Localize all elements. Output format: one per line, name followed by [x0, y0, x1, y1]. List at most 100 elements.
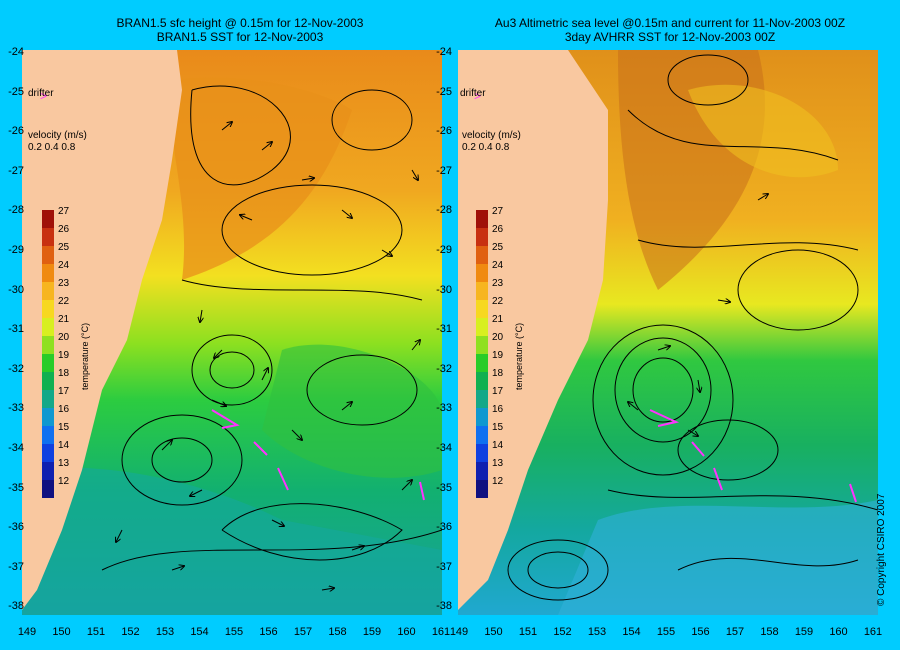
- left-map-svg: >: [22, 50, 442, 615]
- y-axis-tick-label: -33: [8, 402, 24, 415]
- x-axis-tick-label: 158: [328, 626, 347, 638]
- y-axis-tick-label: -35: [8, 481, 24, 494]
- y-axis-tick-label: -26: [436, 125, 452, 138]
- y-axis-tick-label: -38: [436, 600, 452, 613]
- colorbar-swatch: [476, 408, 488, 426]
- right-map-svg: >: [458, 50, 878, 615]
- colorbar-swatch: [476, 372, 488, 390]
- y-axis-tick-label: -25: [8, 85, 24, 98]
- colorbar-tick-label: 16: [58, 404, 70, 415]
- x-axis-tick-label: 153: [587, 626, 607, 638]
- y-axis-tick-label: -31: [8, 323, 24, 336]
- right-title-line2: 3day AVHRR SST for 12-Nov-2003 00Z: [564, 30, 776, 44]
- right-drifter-label: drifter: [460, 88, 486, 99]
- colorbar-tick-label: 13: [58, 458, 70, 469]
- x-axis-tick-label: 157: [725, 626, 745, 638]
- y-axis-tick-label: -27: [8, 164, 24, 177]
- colorbar-swatch: [42, 228, 54, 246]
- colorbar-tick-label: 15: [492, 422, 504, 433]
- x-axis-tick-label: 149: [17, 626, 37, 638]
- colorbar-tick-label: 18: [492, 368, 504, 379]
- colorbar-tick-label: 14: [492, 440, 504, 451]
- contour-lines: [101, 85, 442, 571]
- colorbar-tick-label: 17: [58, 386, 70, 397]
- x-axis-tick-label: 150: [484, 626, 503, 638]
- colorbar-tick-label: 24: [492, 260, 504, 271]
- y-axis-tick-label: -29: [8, 244, 24, 256]
- left-map-panel: > drifter velocity (m/s) 0.2 0.4 0.8 27 2…: [22, 50, 442, 615]
- right-panel-title: Au3 Altimetric sea level @0.15m and curr…: [460, 16, 880, 44]
- right-title-line1: Au3 Altimetric sea level @0.15m and curr…: [494, 16, 846, 30]
- x-axis-tick-label: 152: [553, 626, 572, 638]
- x-axis-tick-label: 156: [691, 626, 710, 638]
- x-axis-tick-label: 154: [622, 626, 641, 638]
- colorbar-tick-label: 12: [492, 476, 504, 487]
- drifter-marker: >: [40, 89, 47, 103]
- colorbar-tick-label: 14: [58, 440, 70, 451]
- colorbar-tick-label: 15: [58, 422, 70, 433]
- y-axis-tick-label: -29: [436, 244, 452, 256]
- colorbar-swatch: [476, 210, 488, 228]
- y-axis-tick-label: -30: [436, 283, 452, 296]
- x-axis-tick-label: 161: [863, 626, 883, 638]
- y-axis-tick-label: -28: [8, 204, 24, 217]
- colorbar-tick-label: 26: [58, 224, 70, 235]
- y-axis-tick-label: -33: [436, 402, 452, 415]
- land-mass: [22, 50, 182, 610]
- colorbar-tick-label: 19: [58, 350, 70, 361]
- copyright-text: © Copyright CSIRO 2007: [876, 493, 887, 606]
- x-axis-tick-label: 151: [86, 626, 106, 638]
- colorbar-tick-label: 27: [58, 206, 70, 217]
- colorbar-tick-label: 20: [492, 332, 504, 343]
- colorbar-tick-label: 22: [492, 296, 504, 307]
- velocity-arrows: [628, 194, 768, 436]
- colorbar-swatch: [42, 426, 54, 444]
- warm-eddy: [688, 84, 838, 178]
- colorbar-swatch: [42, 444, 54, 462]
- x-axis-tick-label: 151: [518, 626, 538, 638]
- x-axis-tick-label: 150: [52, 626, 71, 638]
- colorbar-swatch: [42, 210, 54, 228]
- colorbar-swatch: [42, 390, 54, 408]
- colorbar-tick-label: 21: [58, 314, 70, 325]
- colorbar-tick-label: 24: [58, 260, 70, 271]
- y-axis-tick-label: -35: [436, 481, 452, 494]
- x-axis-tick-label: 160: [397, 626, 416, 638]
- y-axis-tick-label: -36: [8, 521, 24, 534]
- colorbar-swatch: [42, 408, 54, 426]
- right-colorbar: [476, 210, 488, 498]
- colorbar-tick-label: 25: [492, 242, 504, 253]
- x-axis-tick-label: 153: [155, 626, 175, 638]
- colorbar-swatch: [42, 300, 54, 318]
- x-axis-tick-label: 159: [794, 626, 814, 638]
- cold-south: [22, 467, 442, 615]
- drifter-marker: >: [474, 89, 481, 103]
- drifter-tracks: [649, 409, 857, 503]
- left-drifter-label: drifter: [28, 88, 54, 99]
- x-axis-tick-label: 159: [362, 626, 382, 638]
- y-axis-tick-label: -30: [8, 283, 24, 296]
- left-title-line2: BRAN1.5 SST for 12-Nov-2003: [156, 30, 324, 44]
- left-colorbar-title: temperature (°C): [80, 322, 90, 390]
- colorbar-swatch: [476, 228, 488, 246]
- colorbar-swatch: [476, 336, 488, 354]
- colorbar-swatch: [476, 318, 488, 336]
- colorbar-swatch: [476, 462, 488, 480]
- colorbar-tick-label: 25: [58, 242, 70, 253]
- y-axis-tick-label: -38: [8, 600, 24, 613]
- colorbar-swatch: [476, 390, 488, 408]
- colorbar-tick-label: 26: [492, 224, 504, 235]
- right-velocity-values: 0.2 0.4 0.8: [462, 142, 510, 153]
- colorbar-swatch: [476, 480, 488, 498]
- y-axis-tick-label: -24: [436, 46, 452, 58]
- x-axis-tick-label: 155: [224, 626, 244, 638]
- x-axis-tick-label: 161: [431, 626, 451, 638]
- warm-core: [169, 77, 352, 280]
- colorbar-tick-label: 18: [58, 368, 70, 379]
- y-axis-tick-label: -34: [436, 442, 452, 454]
- colorbar-swatch: [476, 282, 488, 300]
- colorbar-tick-label: 27: [492, 206, 504, 217]
- colorbar-tick-label: 13: [492, 458, 504, 469]
- right-velocity-label: velocity (m/s): [462, 130, 521, 141]
- colorbar-swatch: [476, 444, 488, 462]
